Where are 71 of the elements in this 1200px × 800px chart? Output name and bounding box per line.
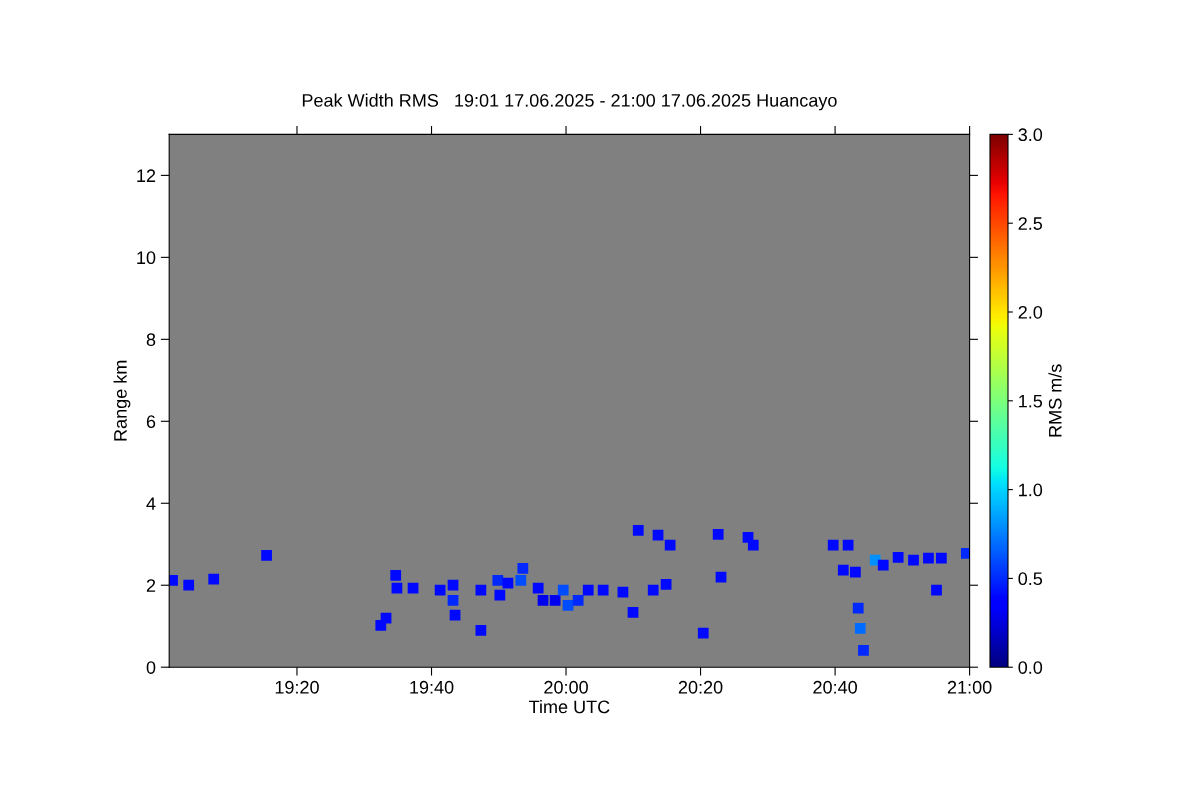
y-axis-title: Range km xyxy=(113,360,131,441)
point xyxy=(475,584,487,596)
color-bar-label: 2.5 xyxy=(1018,217,1043,230)
point xyxy=(261,549,272,561)
point xyxy=(627,606,639,618)
x-tick-label: 19:40 xyxy=(410,680,454,694)
x-tick-label: 20:00 xyxy=(544,680,588,694)
point xyxy=(517,563,529,574)
color-bar-label: 1.0 xyxy=(1019,483,1043,497)
point xyxy=(923,552,934,564)
y-tick-label: 4 xyxy=(146,497,156,510)
point xyxy=(827,539,839,551)
point xyxy=(557,584,569,596)
point xyxy=(850,566,861,578)
point xyxy=(532,582,544,594)
y-tick-label: 0 xyxy=(146,661,156,674)
point xyxy=(617,586,629,598)
point xyxy=(697,627,709,639)
point xyxy=(549,595,561,606)
point xyxy=(515,574,527,586)
point xyxy=(447,595,459,606)
point xyxy=(837,564,849,576)
point xyxy=(562,599,574,611)
x-tick-label: 21:00 xyxy=(947,680,992,694)
color-bar-label: 1.5 xyxy=(1019,394,1043,408)
color-bar-title: RMS m/s xyxy=(1048,364,1062,437)
point xyxy=(582,584,594,596)
point xyxy=(931,584,942,596)
point xyxy=(892,551,904,563)
point xyxy=(647,584,659,596)
point xyxy=(660,579,672,590)
point xyxy=(664,539,676,551)
x-tick-label: 20:20 xyxy=(678,680,723,694)
point xyxy=(537,595,549,606)
point xyxy=(632,524,644,536)
point xyxy=(935,552,947,564)
point xyxy=(494,589,506,601)
point xyxy=(712,529,724,540)
point xyxy=(492,574,504,586)
point xyxy=(597,584,609,596)
point xyxy=(434,584,446,596)
chart-title: Peak Width RMS 19:01 17.06.2025 - 21:00 17.06.2025 Huancayo xyxy=(302,93,837,111)
point xyxy=(747,539,759,551)
point xyxy=(854,622,866,634)
y-tick-label: 6 xyxy=(146,415,156,429)
point xyxy=(449,609,461,621)
point xyxy=(858,645,869,656)
point xyxy=(475,624,487,636)
color-bar-label: 0.5 xyxy=(1018,572,1043,586)
point xyxy=(502,577,514,589)
x-tick-label: 19:20 xyxy=(275,680,319,694)
y-tick-label: 12 xyxy=(137,169,156,182)
point xyxy=(390,570,402,581)
point xyxy=(960,547,970,559)
x-axis-title: Time UTC xyxy=(529,700,610,714)
y-tick-label: 8 xyxy=(146,333,156,347)
x-tick-label: 20:40 xyxy=(813,680,857,694)
point xyxy=(447,579,459,591)
point xyxy=(208,573,220,585)
point xyxy=(572,595,584,606)
y-tick-label: 2 xyxy=(146,579,156,592)
y-tick-label: 10 xyxy=(137,251,156,265)
point xyxy=(877,559,889,571)
point xyxy=(652,529,664,541)
color-bar-label: 0.0 xyxy=(1018,661,1043,674)
color-bar-label: 2.0 xyxy=(1018,305,1043,319)
point xyxy=(842,539,854,551)
point xyxy=(908,554,919,566)
color-bar-label: 3.0 xyxy=(1018,128,1043,142)
point xyxy=(183,579,195,591)
point xyxy=(852,602,864,614)
